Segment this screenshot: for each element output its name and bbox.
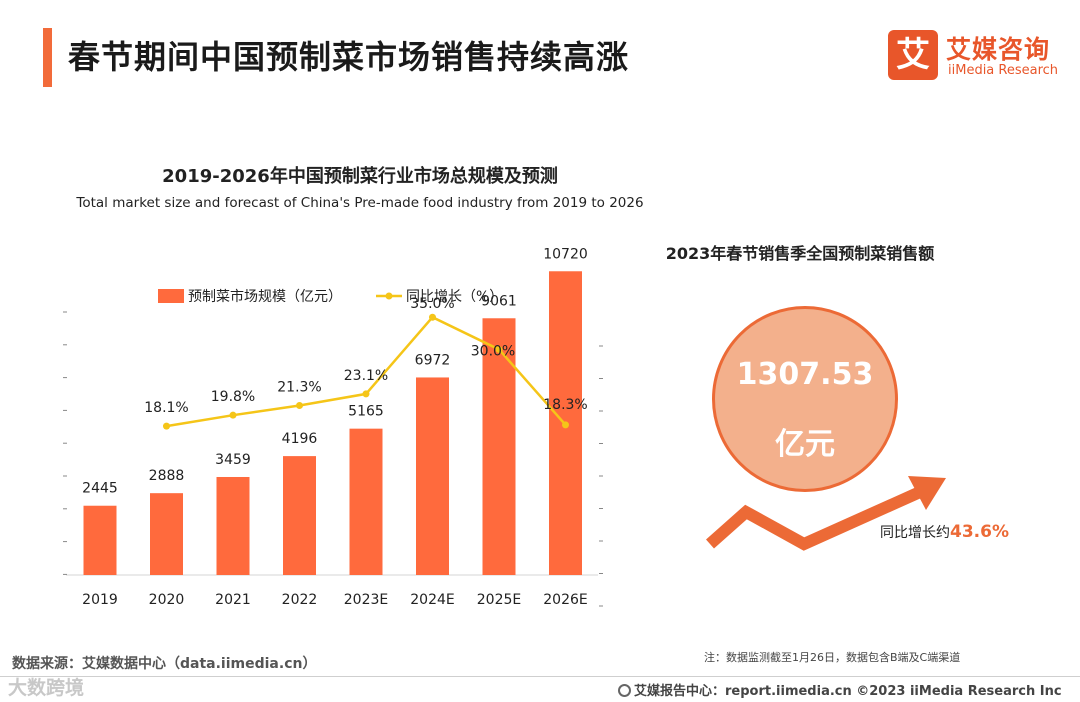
growth-label-2023E: 23.1% <box>344 368 388 384</box>
bar-label-2021: 3459 <box>215 452 251 468</box>
chart-subtitle: Total market size and forecast of China'… <box>76 195 644 211</box>
growth-label-2022: 21.3% <box>277 380 321 396</box>
growth-label-2021: 19.8% <box>211 389 255 405</box>
growth-point-2023E <box>362 390 370 398</box>
bar-2021 <box>216 476 250 575</box>
footer-divider <box>0 676 1080 677</box>
page-title: 春节期间中国预制菜市场销售持续高涨 <box>68 38 630 76</box>
logo-mark-icon: 艾 <box>888 30 938 80</box>
growth-point-2026E <box>562 421 569 429</box>
data-source: 数据来源：艾媒数据中心（data.iimedia.cn） <box>12 656 317 672</box>
watermark: 大数跨境 <box>8 677 85 699</box>
x-tick-label-2024E: 2024E <box>410 592 454 608</box>
legend-line-marker <box>385 292 393 300</box>
bar-2022 <box>283 456 316 575</box>
sales-circle: 1307.53 亿元 <box>712 306 898 492</box>
bar-label-2025E: 9061 <box>481 293 517 309</box>
growth-point-2022 <box>296 402 303 410</box>
bar-label-2026E: 10720 <box>543 246 588 262</box>
growth-arrow-icon <box>706 476 946 551</box>
chart-title: 2019-2026年中国预制菜行业市场总规模及预测 <box>162 166 558 187</box>
x-tick-label-2021: 2021 <box>215 592 251 608</box>
x-tick-label-2019: 2019 <box>82 592 118 608</box>
logo-name-cn: 艾媒咨询 <box>946 35 1051 64</box>
globe-icon <box>618 684 631 697</box>
bar-2019 <box>83 505 117 575</box>
bar-label-2024E: 6972 <box>415 352 451 368</box>
growth-label-2026E: 18.3% <box>543 397 587 413</box>
x-tick-label-2026E: 2026E <box>543 592 587 608</box>
x-tick-label-2023E: 2023E <box>344 592 388 608</box>
right-panel-title: 2023年春节销售季全国预制菜销售额 <box>665 244 935 263</box>
sales-value: 1307.53 <box>736 357 874 392</box>
market-size-chart: 2445 2019 2888 2020 3459 2021 4196 2022 5165 2023… <box>63 246 603 608</box>
x-tick-label-2025E: 2025E <box>477 592 521 608</box>
footer-site-text: 艾媒报告中心：report.iimedia.cn ©2023 iiMedia R… <box>634 684 1062 699</box>
data-note: 注：数据监测截至1月26日，数据包含B端及C端渠道 <box>704 651 961 664</box>
bar-2023E <box>349 428 383 575</box>
legend-line-label: 同比增长（%） <box>406 289 503 305</box>
sales-unit: 亿元 <box>775 427 835 462</box>
bar-label-2022: 4196 <box>282 431 318 447</box>
x-tick-label-2020: 2020 <box>149 592 185 608</box>
growth-point-2020 <box>163 422 170 430</box>
legend-bar-label: 预制菜市场规模（亿元） <box>188 288 342 305</box>
bar-label-2019: 2445 <box>82 481 118 497</box>
growth-point-2025E <box>495 345 503 353</box>
logo-name-en: iiMedia Research <box>948 63 1059 78</box>
growth-label-2024E: 35.0% <box>410 296 454 312</box>
bar-2024E <box>416 377 449 575</box>
x-tick-label-2022: 2022 <box>282 592 318 608</box>
growth-value: 43.6% <box>950 522 1009 542</box>
brand-logo: 艾 艾媒咨询 iiMedia Research <box>888 30 1068 84</box>
title-accent-bar <box>43 28 52 87</box>
growth-label-2025E: 30.0% <box>471 343 515 359</box>
growth-label-2020: 18.1% <box>144 400 188 416</box>
bar-2020 <box>150 493 183 575</box>
growth-point-2024E <box>429 313 436 321</box>
growth-label: 同比增长约43.6% <box>880 522 1009 542</box>
bar-label-2023E: 5165 <box>348 404 384 420</box>
bar-label-2020: 2888 <box>149 468 185 484</box>
footer-site: 艾媒报告中心：report.iimedia.cn ©2023 iiMedia R… <box>618 680 1062 699</box>
legend-bar-swatch <box>158 289 184 303</box>
growth-point-2021 <box>229 411 237 419</box>
growth-label-text: 同比增长约 <box>880 525 950 541</box>
